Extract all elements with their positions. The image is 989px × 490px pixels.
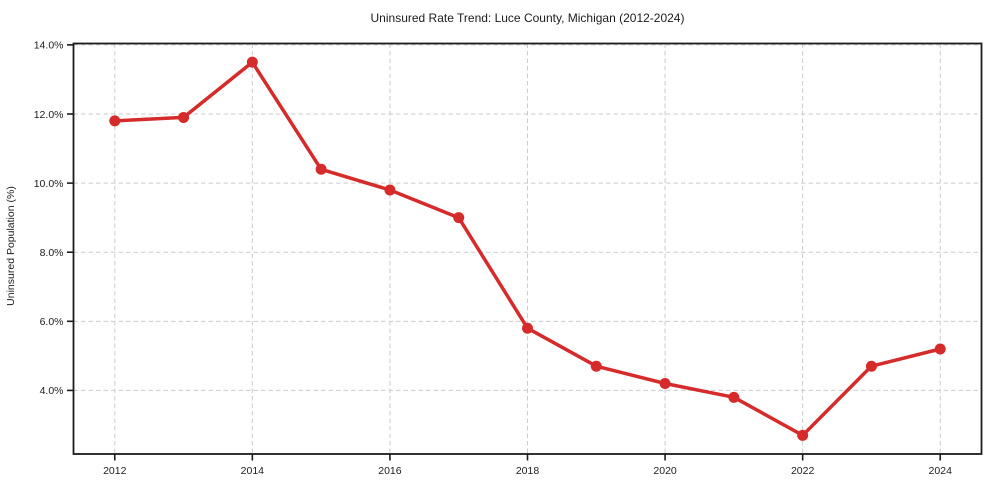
y-axis-label: Uninsured Population (%)	[5, 186, 17, 306]
data-point-2024	[934, 343, 946, 355]
y-tick-label: 4.0%	[40, 385, 64, 397]
data-point-2017	[453, 212, 465, 224]
x-tick-label: 2016	[378, 465, 402, 477]
data-point-2018	[522, 322, 533, 334]
data-point-2023	[865, 360, 877, 372]
x-tick-label: 2020	[653, 465, 677, 477]
chart-plot-area: 14.0% 12.0% 10.0% 8.0% 6.0% 4.0% 2012 2014 2016 2…	[34, 40, 983, 477]
data-point-2015	[315, 163, 327, 175]
data-point-2020	[659, 378, 671, 390]
y-tick-label: 8.0%	[40, 247, 64, 259]
x-tick-label: 2014	[241, 465, 265, 477]
x-tick-label: 2012	[103, 465, 127, 477]
data-point-2019	[590, 360, 602, 372]
chart-title: Uninsured Rate Trend: Luce County, Michi…	[371, 11, 685, 25]
y-tick-label: 12.0%	[34, 109, 64, 121]
axes-frame	[72, 42, 983, 455]
data-point-2022	[797, 429, 809, 441]
data-point-2014	[246, 56, 258, 68]
data-point-2016	[384, 184, 396, 196]
y-tick-label: 14.0%	[34, 40, 64, 52]
data-point-2012	[109, 115, 121, 127]
data-point-2013	[178, 111, 190, 123]
x-tick-label: 2018	[516, 465, 540, 477]
y-tick-label: 10.0%	[34, 178, 64, 190]
x-tick-label: 2024	[929, 465, 953, 477]
data-point-2021	[728, 391, 740, 403]
x-tick-label: 2022	[791, 465, 815, 477]
y-tick-label: 6.0%	[40, 316, 64, 328]
